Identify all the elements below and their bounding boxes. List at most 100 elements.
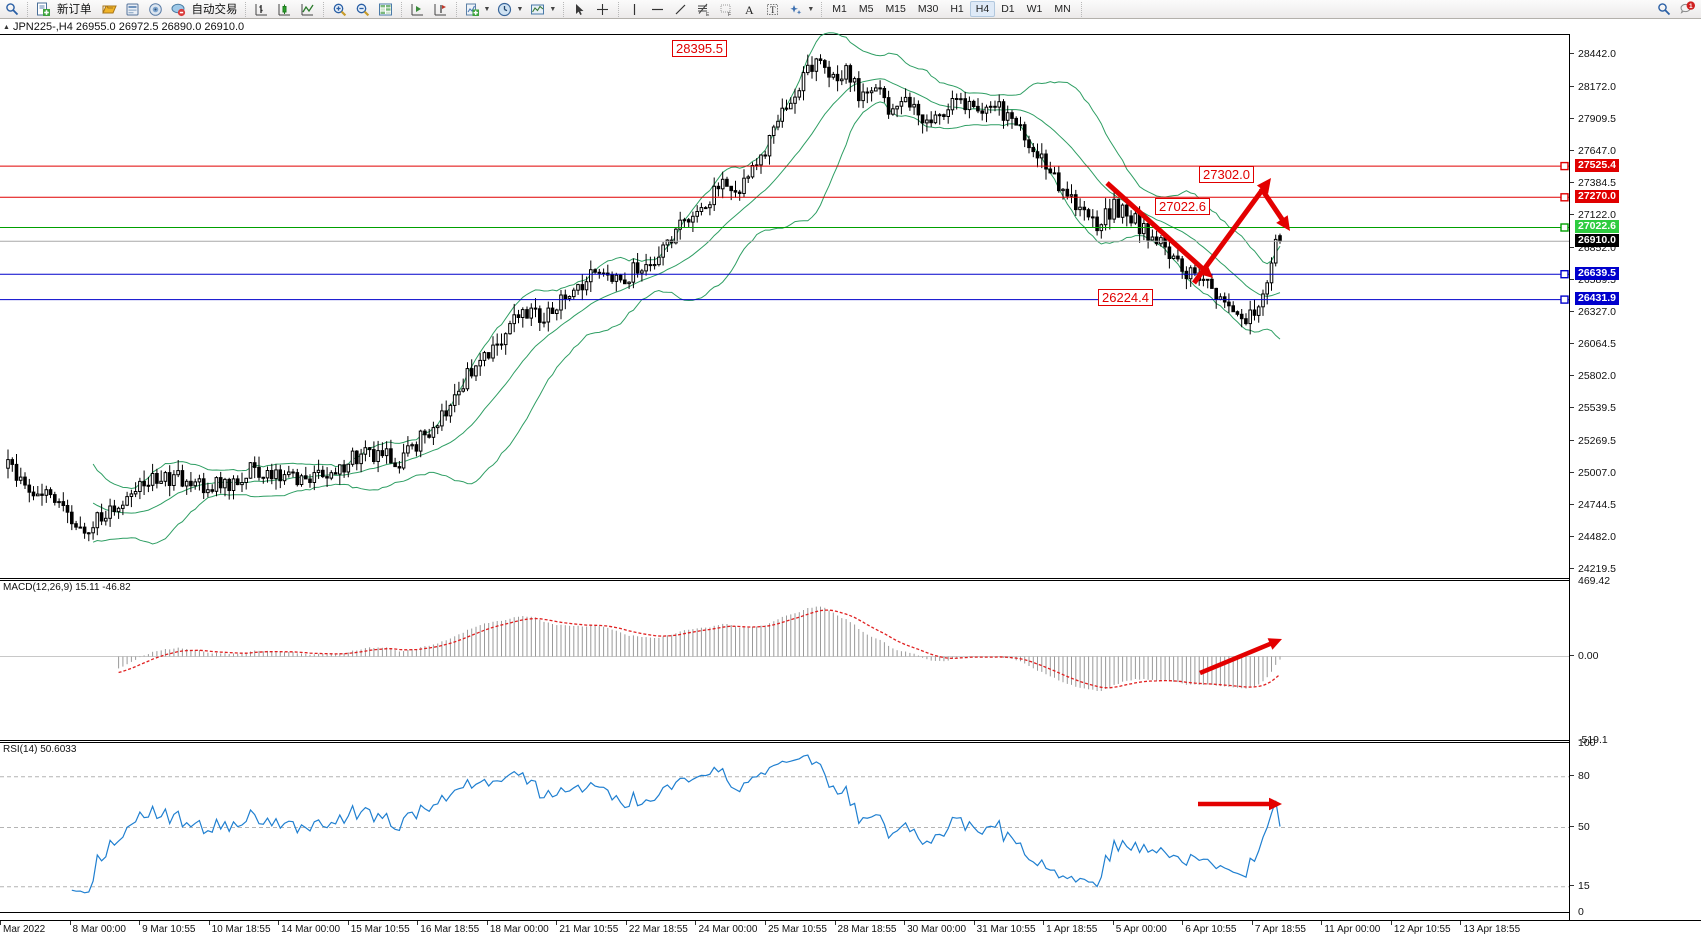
bar-chart-icon[interactable] <box>250 0 273 18</box>
price-tick: 25007.0 <box>1570 466 1701 479</box>
macd-pane[interactable]: MACD(12,26,9) 15.11 -46.82 <box>0 580 1569 741</box>
price-tick: 26327.0 <box>1570 305 1701 318</box>
price-tick-label: 25802.0 <box>1578 369 1616 382</box>
price-tick-label: 24219.5 <box>1578 563 1616 576</box>
channel-icon[interactable]: F <box>715 0 738 18</box>
price-tick-label: 25007.0 <box>1578 466 1616 479</box>
time-tick <box>69 921 71 925</box>
time-label: 21 Mar 10:55 <box>559 924 619 935</box>
vertical-line-icon[interactable] <box>623 0 646 18</box>
collapse-triangle-icon[interactable]: ▲ <box>3 23 10 31</box>
rsi-label: RSI(14) 50.6033 <box>3 744 77 755</box>
time-label: 12 Apr 10:55 <box>1393 924 1451 935</box>
navigator-icon[interactable] <box>144 0 167 18</box>
cursor-icon[interactable] <box>568 0 591 18</box>
time-label: 6 Apr 10:55 <box>1185 924 1237 935</box>
timeframe-m5[interactable]: M5 <box>858 3 874 15</box>
period-clock-icon[interactable] <box>493 0 516 18</box>
price-annotation[interactable]: 27302.0 <box>1199 166 1254 183</box>
main-toolbar: 新订单 自动交易 ▼ ▼ <box>0 0 1701 19</box>
price-tick-label: 25269.5 <box>1578 434 1616 447</box>
rsi-canvas <box>0 754 1569 894</box>
indicators-icon[interactable] <box>461 0 484 18</box>
price-level-tag[interactable]: 26910.0 <box>1575 233 1619 247</box>
svg-text:E: E <box>706 12 710 17</box>
crosshair-icon[interactable] <box>591 0 614 18</box>
price-level-tag[interactable]: 26431.9 <box>1575 292 1619 306</box>
alerts-icon[interactable]: 1 <box>1675 0 1698 18</box>
macd-tick-label: 0.00 <box>1578 650 1599 662</box>
trendline-icon[interactable] <box>669 0 692 18</box>
horizontal-line-icon[interactable] <box>646 0 669 18</box>
time-label: 9 Mar 10:55 <box>142 924 196 935</box>
chevron-down-icon[interactable]: ▼ <box>807 5 815 13</box>
line-chart-icon[interactable] <box>296 0 319 18</box>
new-order-icon[interactable] <box>32 0 55 18</box>
chart-area[interactable]: MACD(12,26,9) 15.11 -46.82 RSI(14) 50.60… <box>0 32 1701 920</box>
time-tick <box>278 921 280 925</box>
rsi-tick: 80 <box>1570 770 1701 782</box>
rsi-tick-label: 100 <box>1578 736 1596 749</box>
symbol-info-line: ▲ JPN225-,H4 26955.0 26972.5 26890.0 269… <box>0 20 1701 34</box>
price-annotation[interactable]: 28395.5 <box>672 40 727 57</box>
time-tick <box>347 921 349 925</box>
price-tick-label: 26327.0 <box>1578 305 1616 318</box>
shift-chart-icon[interactable] <box>406 0 429 18</box>
objects-icon[interactable] <box>784 0 807 18</box>
price-level-tag[interactable]: 27270.0 <box>1575 189 1619 203</box>
timeframe-mn[interactable]: MN <box>1054 3 1071 15</box>
timeframe-h1[interactable]: H1 <box>950 3 964 15</box>
search-magnifier-icon[interactable] <box>0 0 23 18</box>
price-tick-label: 27122.0 <box>1578 208 1616 221</box>
time-tick <box>834 921 836 925</box>
rsi-tick: 15 <box>1570 880 1701 892</box>
time-axis[interactable]: Mar 2022 8 Mar 00:00 9 Mar 10:55 10 Mar 18:… <box>0 920 1701 939</box>
rsi-pane[interactable]: RSI(14) 50.6033 <box>0 742 1569 913</box>
timeframe-m15[interactable]: M15 <box>885 3 906 15</box>
chevron-down-icon[interactable]: ▼ <box>549 5 557 13</box>
auto-scroll-icon[interactable] <box>429 0 452 18</box>
timeframe-m30[interactable]: M30 <box>917 3 939 15</box>
price-tick: 24744.5 <box>1570 499 1701 511</box>
price-annotation[interactable]: 26224.4 <box>1098 289 1153 306</box>
toolbar-separator <box>400 1 402 17</box>
fibonacci-icon[interactable]: E <box>692 0 715 18</box>
terminal-icon[interactable] <box>121 0 144 18</box>
time-tick <box>1460 921 1462 925</box>
price-scale[interactable]: 28442.0 28172.0 27909.5 27647.0 27384.5 27122… <box>1569 34 1701 920</box>
price-tick: 25802.0 <box>1570 369 1701 382</box>
autotrading-icon[interactable] <box>167 0 190 18</box>
timeframe-w1[interactable]: W1 <box>1026 3 1043 15</box>
timeframe-d1[interactable]: D1 <box>1001 3 1015 15</box>
time-tick <box>973 921 975 925</box>
label-icon[interactable]: T <box>761 0 784 18</box>
zoom-out-icon[interactable] <box>351 0 374 18</box>
templates-icon[interactable] <box>526 0 549 18</box>
folder-icon[interactable] <box>98 0 121 18</box>
chevron-down-icon[interactable]: ▼ <box>483 5 491 13</box>
chevron-down-icon[interactable]: ▼ <box>516 5 524 13</box>
price-level-tag[interactable]: 27022.6 <box>1575 219 1619 233</box>
macd-tick-label: 469.42 <box>1578 574 1611 587</box>
data-window-icon[interactable] <box>374 0 397 18</box>
time-label: 18 Mar 00:00 <box>489 924 549 935</box>
price-level-tag[interactable]: 27525.4 <box>1575 158 1619 172</box>
price-chart-canvas <box>0 32 1569 545</box>
price-level-tag[interactable]: 26639.5 <box>1575 266 1619 280</box>
new-order-label[interactable]: 新订单 <box>57 4 92 16</box>
autotrading-label[interactable]: 自动交易 <box>191 4 238 16</box>
time-label: 25 Mar 10:55 <box>768 924 827 935</box>
search-icon[interactable] <box>1652 0 1675 18</box>
macd-tick-label: -519.1 <box>1578 733 1608 746</box>
timeframe-m1[interactable]: M1 <box>832 3 847 15</box>
price-pane[interactable] <box>0 32 1569 579</box>
time-tick <box>0 921 1 925</box>
price-tick: 27122.0 <box>1570 208 1701 221</box>
zoom-in-icon[interactable] <box>328 0 351 18</box>
text-icon[interactable]: A <box>738 0 761 18</box>
candlestick-chart-icon[interactable] <box>273 0 296 18</box>
rsi-tick: 50 <box>1570 821 1701 833</box>
time-tick <box>139 921 141 925</box>
timeframe-h4[interactable]: H4 <box>969 1 996 17</box>
price-annotation[interactable]: 27022.6 <box>1155 198 1210 215</box>
